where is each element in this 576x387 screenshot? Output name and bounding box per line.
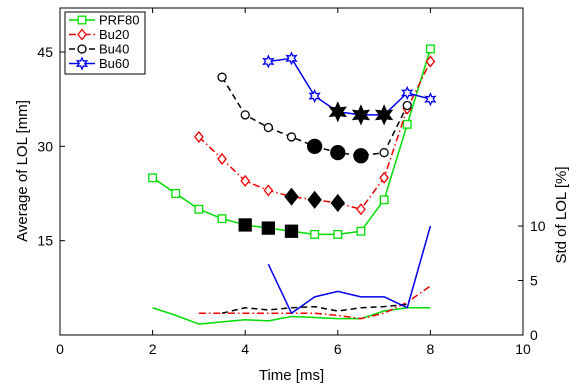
legend-label: Bu40 [99,42,129,57]
y-left-tick-label: 45 [37,44,53,60]
y-axis-right-title: Std of LOL [%] [553,167,570,264]
x-tick-label: 10 [515,341,531,357]
x-tick-label: 2 [149,341,157,357]
highlight-point [330,193,346,212]
data-point [308,88,321,104]
x-tick-label: 0 [56,341,64,357]
data-point [333,229,343,239]
data-point [194,130,204,143]
data-point [379,147,389,158]
data-point [171,189,181,198]
legend-label: PRF80 [99,13,139,28]
highlight-point [284,224,299,238]
highlight-point [351,104,371,126]
data-point [310,229,320,239]
axis-ticks: 0 2 4 6 8 10 15 30 45 0 5 10 [37,8,546,357]
y-right-tick-label: 10 [530,218,546,234]
data-point [424,92,437,107]
data-point [148,173,158,183]
y-axis-left-title: Average of LOL [mm] [14,100,31,242]
highlight-point [306,138,323,154]
data-point [263,122,274,133]
data-point [402,119,412,129]
legend-marker [77,28,87,41]
std-line [221,303,408,314]
data-point [217,72,227,82]
data-point [263,184,274,197]
data-point [425,55,436,68]
data-point [425,44,435,54]
highlight-point [374,104,394,126]
x-tick-label: 8 [427,341,435,357]
std-line [198,285,431,320]
x-axis-title: Time [ms] [259,367,324,384]
legend-marker [75,56,89,71]
data-point [240,174,251,187]
std-line [267,225,432,314]
data-point [401,85,414,100]
y-right-tick-label: 0 [530,327,538,343]
std-line [152,307,431,325]
series-line [268,57,431,116]
highlight-point [261,221,276,235]
data-point [262,54,275,69]
data-point [194,204,204,214]
data-point [240,110,250,120]
highlight-point [328,101,347,123]
data-point [286,132,297,142]
data-point [379,195,389,205]
data-point [356,203,366,216]
data-point [285,51,298,66]
highlight-point [330,144,346,161]
data-point [356,226,366,236]
highlight-point [284,187,299,206]
x-tick-label: 4 [241,341,249,357]
y-right-tick-label: 5 [530,273,538,289]
data-point [217,152,227,165]
legend-marker [77,15,87,25]
x-tick-label: 6 [334,341,342,357]
legend-label: Bu60 [99,56,129,71]
data-point [379,171,389,184]
y-left-tick-label: 15 [37,233,53,249]
highlight-point [353,148,369,164]
legend-marker [77,44,87,54]
highlight-point [238,218,252,232]
highlight-point [307,190,322,209]
legend-label: Bu20 [99,27,129,42]
y-left-tick-label: 30 [37,138,53,154]
data-point [217,214,227,224]
data-point [402,100,412,111]
chart-marks [148,44,437,325]
